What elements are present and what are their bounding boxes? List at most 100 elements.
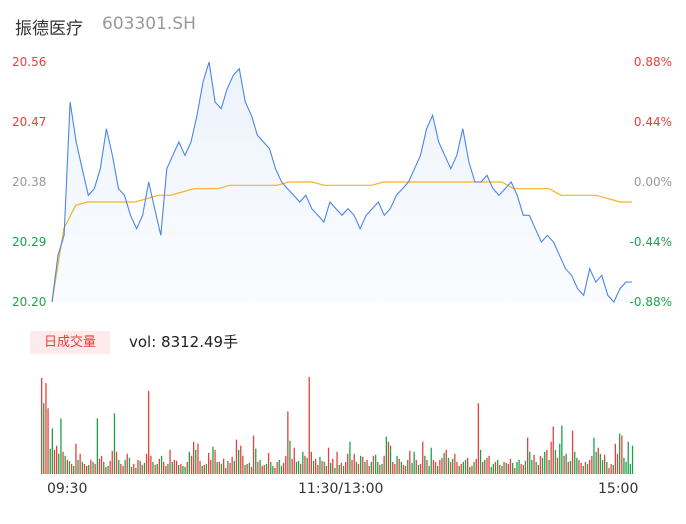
volume-bar: [212, 446, 214, 474]
volume-bar: [96, 418, 98, 474]
volume-bar: [169, 449, 171, 475]
volume-bar: [443, 452, 445, 474]
volume-bar: [244, 464, 246, 474]
volume-bar: [409, 450, 411, 474]
volume-bar: [372, 455, 375, 474]
volume-bar: [413, 451, 415, 474]
volume-bar: [432, 459, 435, 474]
volume-bar: [377, 461, 379, 474]
volume-bar: [550, 441, 552, 474]
volume-bar: [342, 465, 345, 474]
volume-bar: [565, 453, 567, 474]
volume-bar: [133, 463, 135, 474]
average-price-line: [51, 181, 632, 303]
volume-bar: [160, 455, 163, 474]
volume-bar: [223, 458, 225, 474]
volume-bar: [203, 464, 205, 474]
volume-bar: [47, 408, 49, 474]
volume-bar: [265, 463, 268, 474]
volume-bar: [178, 464, 180, 474]
volume-bars: [41, 377, 634, 475]
volume-bar: [567, 461, 569, 474]
volume-bar: [482, 461, 484, 474]
volume-bar: [238, 449, 240, 475]
volume-bar: [321, 460, 323, 474]
volume-bar: [355, 461, 357, 474]
volume-bar: [580, 462, 582, 474]
volume-bar: [561, 425, 563, 474]
volume-bar: [479, 449, 482, 475]
y-tick-right: 0.44%: [634, 115, 672, 129]
volume-bar: [287, 411, 289, 474]
volume-bar: [250, 466, 253, 474]
volume-bar: [415, 459, 417, 474]
volume-bar: [64, 455, 66, 474]
volume-bar: [83, 463, 86, 474]
volume-bar: [315, 458, 317, 474]
volume-bar: [180, 463, 182, 474]
volume-bar: [68, 460, 71, 474]
volume-bar: [571, 430, 574, 474]
volume-bar: [364, 461, 366, 474]
volume-bar: [259, 459, 261, 474]
volume-bar: [98, 458, 101, 474]
volume-bar: [452, 458, 454, 474]
volume-bar: [419, 463, 422, 474]
volume-bar: [353, 453, 355, 474]
volume-bar: [484, 459, 486, 474]
volume-bar: [297, 460, 300, 474]
volume-bar: [396, 455, 398, 474]
volume-bar: [120, 463, 122, 474]
volume-bar: [252, 435, 255, 474]
volume-bar: [524, 460, 527, 474]
volume-bar: [77, 459, 79, 474]
volume-bar: [150, 455, 152, 474]
volume-bar: [233, 460, 235, 474]
volume-bar: [143, 462, 146, 474]
volume-bar: [619, 433, 621, 474]
volume-bar: [569, 460, 572, 474]
volume-bar: [274, 467, 276, 474]
volume-bar: [458, 465, 460, 474]
volume-bar: [381, 463, 383, 474]
volume-bar: [591, 455, 593, 474]
volume-bar: [447, 457, 450, 474]
volume-bar: [107, 465, 109, 474]
volume-bar: [291, 458, 293, 474]
volume-bar: [505, 462, 507, 474]
volume-bar: [518, 459, 520, 474]
volume-bar: [428, 465, 430, 474]
volume-bar: [541, 457, 544, 474]
volume-bar: [220, 463, 223, 474]
volume-bar: [544, 451, 546, 474]
volume-bar: [347, 453, 349, 474]
volume-bar: [586, 463, 589, 474]
daily-volume-badge: 日成交量: [30, 331, 110, 354]
x-tick-open: 09:30: [47, 481, 88, 497]
volume-bar: [158, 458, 160, 474]
volume-bar: [494, 461, 497, 474]
volume-bar: [559, 443, 561, 474]
volume-bar: [282, 462, 285, 474]
volume-bar: [81, 461, 83, 474]
stock-name: 振德医疗: [15, 19, 83, 39]
volume-bar: [71, 463, 73, 474]
volume-bar: [486, 457, 488, 474]
volume-bar: [325, 465, 327, 474]
volume-bar: [546, 449, 548, 475]
volume-bar: [197, 443, 199, 474]
volume-bar: [263, 464, 265, 474]
volume-bar: [240, 445, 242, 474]
volume-bar: [45, 383, 47, 474]
volume-bar: [135, 467, 137, 474]
volume-bar: [345, 461, 347, 474]
volume-bar: [62, 451, 64, 474]
volume-bar: [362, 456, 364, 474]
volume-bar: [225, 467, 227, 474]
volume-bar: [210, 459, 212, 474]
volume-bar: [334, 467, 336, 474]
volume-bar: [627, 441, 629, 474]
x-tick-midday: 11:30/13:00: [298, 481, 384, 497]
y-tick-left: 20.47: [12, 115, 46, 129]
volume-bar: [193, 441, 195, 474]
